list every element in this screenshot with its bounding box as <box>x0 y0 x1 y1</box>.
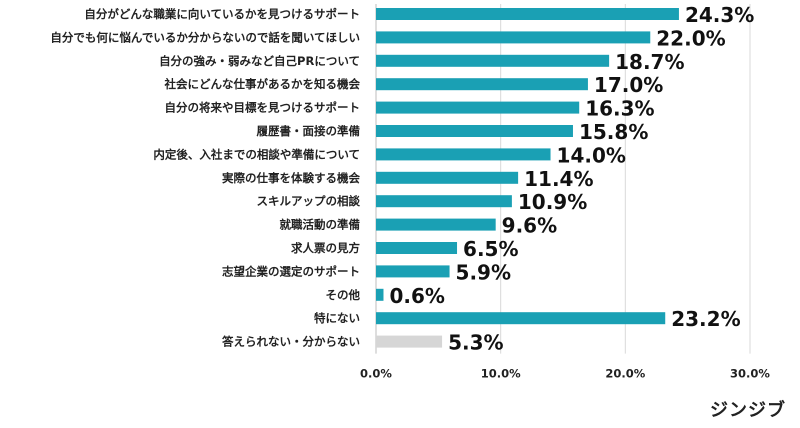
bar-6 <box>376 148 551 161</box>
category-label-5: 履歴書・面接の準備 <box>256 124 361 138</box>
bar-0 <box>376 8 679 20</box>
category-label-12: その他 <box>326 288 361 302</box>
bar-1 <box>376 31 651 44</box>
bar-3 <box>376 78 588 91</box>
value-label-5: 15.8% <box>579 120 648 144</box>
category-label-6: 内定後、入社までの相談や準備について <box>153 147 360 161</box>
category-label-14: 答えられない・分からない <box>221 335 360 349</box>
brand-logo: ジンジブ <box>710 400 786 421</box>
value-label-9: 9.6% <box>502 214 557 238</box>
x-tick-label-3: 30.0% <box>730 367 770 381</box>
value-label-13: 23.2% <box>671 307 740 331</box>
bar-8 <box>376 195 512 208</box>
category-label-3: 社会にどんな仕事があるかを知る機会 <box>164 77 361 91</box>
value-label-6: 14.0% <box>557 143 626 167</box>
value-label-2: 18.7% <box>615 50 684 74</box>
category-label-0: 自分がどんな職業に向いているかを見つけるサポート <box>84 7 360 21</box>
category-label-4: 自分の将来や目標を見つけるサポート <box>165 101 361 115</box>
bar-9 <box>376 218 496 231</box>
bar-2 <box>376 54 610 67</box>
value-label-3: 17.0% <box>594 73 663 97</box>
bar-7 <box>376 171 519 184</box>
value-label-1: 22.0% <box>656 26 725 50</box>
value-label-8: 10.9% <box>518 190 587 214</box>
value-label-4: 16.3% <box>585 97 654 121</box>
value-label-12: 0.6% <box>389 284 444 308</box>
bar-4 <box>376 101 580 114</box>
bar-10 <box>376 242 458 254</box>
bar-14 <box>376 335 443 348</box>
x-tick-label-1: 10.0% <box>481 367 521 381</box>
x-tick-label-2: 20.0% <box>605 367 645 381</box>
category-label-7: 実際の仕事を体験する機会 <box>222 171 360 185</box>
value-label-10: 6.5% <box>463 237 518 261</box>
category-label-10: 求人票の見方 <box>291 241 360 255</box>
category-label-11: 志望企業の選定のサポート <box>222 264 360 278</box>
bar-12 <box>376 288 384 301</box>
category-label-2: 自分の強み・弱みなど自己PRについて <box>159 54 360 68</box>
category-label-8: スキルアップの相談 <box>257 194 361 208</box>
category-label-1: 自分でも何に悩んでいるか分からないので話を聞いてほしい <box>50 30 360 44</box>
category-label-9: 就職活動の準備 <box>280 218 361 232</box>
value-label-7: 11.4% <box>524 167 593 191</box>
value-label-11: 5.9% <box>456 260 511 284</box>
bar-11 <box>376 265 450 278</box>
category-label-13: 特にない <box>314 311 360 325</box>
value-label-14: 5.3% <box>448 331 503 355</box>
bar-5 <box>376 125 573 137</box>
bar-13 <box>376 312 666 325</box>
value-label-0: 24.3% <box>685 3 754 27</box>
x-tick-label-0: 0.0% <box>360 367 392 381</box>
